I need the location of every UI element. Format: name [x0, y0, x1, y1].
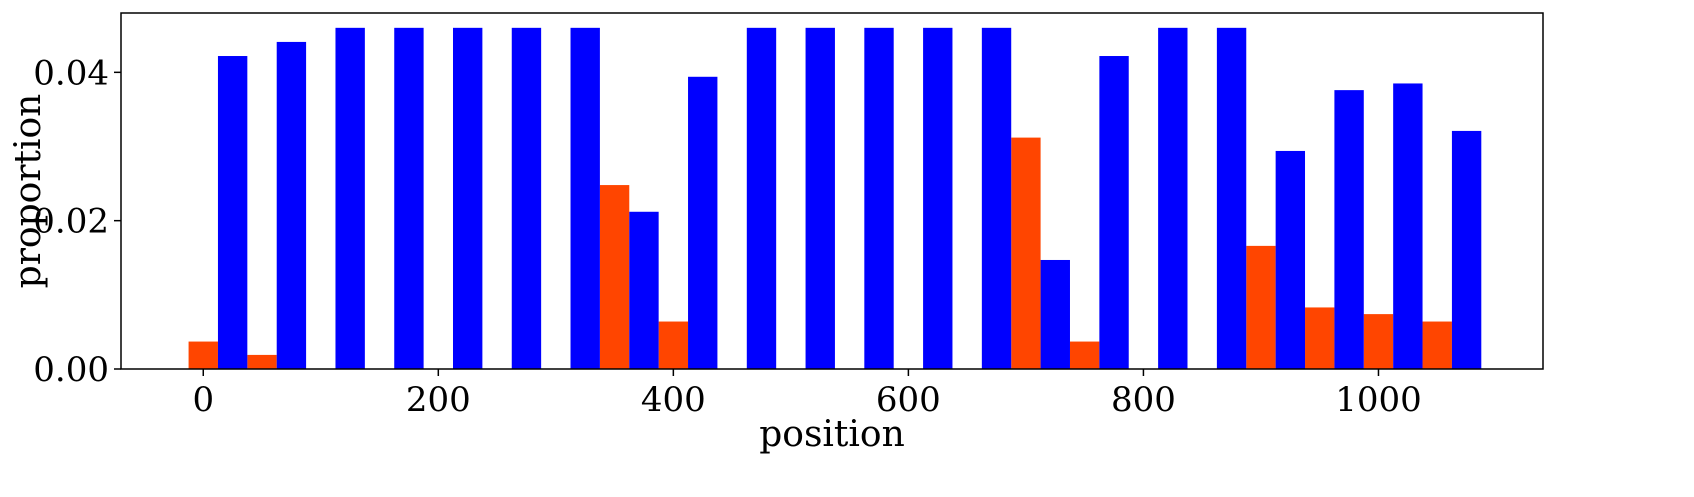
x-tick-label: 0	[192, 380, 214, 420]
x-tick-label: 800	[1111, 380, 1176, 420]
bar-series-1-750	[1069, 341, 1100, 369]
x-axis-label: position	[759, 414, 905, 455]
bar-series-2-650	[981, 27, 1012, 369]
y-tick-label: 0.02	[33, 202, 109, 242]
x-axis: 0 200 400 600 800 1000	[192, 369, 1422, 420]
bar-series-2-800	[1158, 27, 1188, 369]
bar-series-2-50	[276, 41, 307, 370]
bar-series-2-1000	[1393, 83, 1423, 369]
bar-series-1-900	[1246, 245, 1276, 369]
bar-series-1-0	[188, 341, 218, 369]
plot-frame	[120, 12, 1544, 370]
bar-series-1-350	[599, 185, 630, 369]
bar-series-2-550	[864, 27, 894, 369]
bar-series-2-400	[688, 76, 718, 370]
y-axis-label: proportion	[8, 94, 49, 289]
bar-series-2-0	[217, 56, 248, 370]
bar-series-2-250	[511, 27, 542, 369]
x-tick-label: 1000	[1335, 380, 1422, 420]
bar-series-2-900	[1275, 150, 1306, 369]
x-tick-label: 600	[876, 380, 941, 420]
bar-series-1-50	[247, 354, 277, 369]
bar-series-2-100	[335, 27, 365, 369]
y-axis: 0.00 0.02 0.04	[33, 53, 121, 390]
bar-series-2-1050	[1451, 130, 1482, 369]
y-tick-label: 0.04	[33, 53, 109, 93]
bar-series-2-200	[452, 27, 483, 369]
bar-series-1-400	[658, 321, 689, 369]
bar-series-2-600	[923, 27, 953, 369]
bar-series-2-150	[394, 27, 424, 369]
y-tick-label: 0.00	[33, 350, 109, 390]
bar-series-1-1000	[1363, 314, 1394, 369]
bar-series-1-950	[1305, 307, 1335, 369]
bars-layer	[188, 27, 1482, 370]
x-tick-label: 200	[406, 380, 471, 420]
bar-series-2-750	[1099, 56, 1129, 370]
bar-series-2-950	[1334, 90, 1364, 369]
bar-series-1-1050	[1422, 321, 1452, 369]
x-tick-label: 400	[641, 380, 706, 420]
bar-series-2-450	[746, 27, 777, 369]
bar-series-2-500	[805, 27, 835, 369]
bar-series-2-700	[1040, 259, 1070, 369]
bar-series-2-350	[629, 211, 659, 369]
bar-series-2-300	[570, 27, 600, 369]
bar-series-1-700	[1011, 137, 1041, 369]
bar-series-2-850	[1216, 27, 1247, 369]
